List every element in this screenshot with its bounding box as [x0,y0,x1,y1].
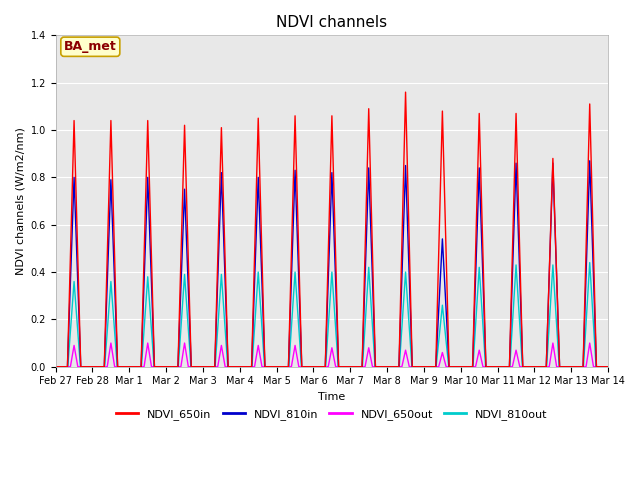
NDVI_810out [602,364,610,370]
Y-axis label: NDVI channels (W/m2/nm): NDVI channels (W/m2/nm) [15,127,25,275]
NDVI_810in [604,364,612,370]
NDVI_810in [170,364,178,370]
NDVI_810out [604,364,612,370]
NDVI_810in [408,360,416,365]
NDVI_650in [52,364,60,370]
Line: NDVI_810out: NDVI_810out [56,263,608,367]
NDVI_650in [259,273,266,278]
X-axis label: Time: Time [318,392,346,402]
NDVI_650in [164,364,172,370]
NDVI_810out [52,364,60,370]
NDVI_650out [487,364,495,370]
NDVI_650out [408,364,416,370]
Line: NDVI_650in: NDVI_650in [56,92,608,367]
NDVI_650out [170,364,178,370]
NDVI_650in [604,364,612,370]
NDVI_810out [486,364,494,370]
Title: NDVI channels: NDVI channels [276,15,387,30]
Line: NDVI_810in: NDVI_810in [56,161,608,367]
NDVI_810in [586,158,593,164]
NDVI_650in [408,361,416,367]
NDVI_810in [259,294,266,300]
NDVI_650out [164,364,172,370]
Line: NDVI_650out: NDVI_650out [56,343,608,367]
NDVI_650out [107,340,115,346]
NDVI_810out [408,364,416,370]
NDVI_650in [402,89,410,95]
NDVI_650out [259,364,266,370]
NDVI_810out [164,364,172,370]
NDVI_810out [259,333,266,338]
NDVI_650out [602,364,610,370]
NDVI_810out [170,364,178,370]
NDVI_650in [487,364,495,370]
NDVI_810in [52,364,60,370]
Text: BA_met: BA_met [64,40,116,53]
NDVI_810in [486,364,494,370]
Legend: NDVI_650in, NDVI_810in, NDVI_650out, NDVI_810out: NDVI_650in, NDVI_810in, NDVI_650out, NDV… [111,404,552,424]
NDVI_650out [604,364,612,370]
NDVI_810in [164,364,172,370]
NDVI_810out [586,260,593,265]
NDVI_810in [602,364,610,370]
NDVI_650in [602,364,610,370]
NDVI_650in [170,364,178,370]
NDVI_650out [52,364,60,370]
